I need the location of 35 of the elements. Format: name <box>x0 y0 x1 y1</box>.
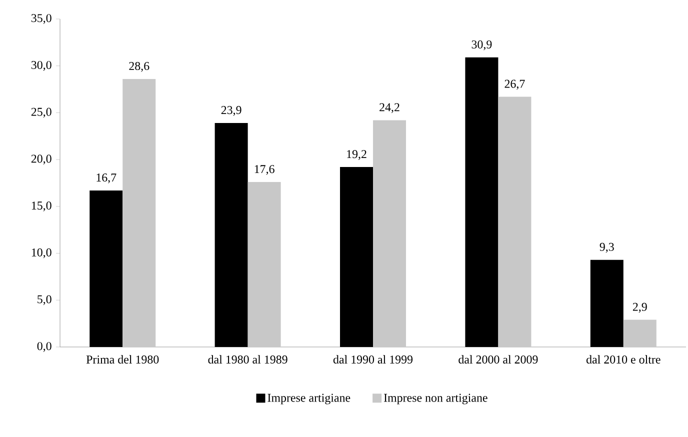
y-tick-label: 25,0 <box>31 108 52 118</box>
y-tick-label: 5,0 <box>38 295 52 306</box>
legend-label: Imprese non artigiane <box>384 394 488 404</box>
bar <box>248 182 281 347</box>
data-label: 26,7 <box>504 80 525 90</box>
data-label: 16,7 <box>96 174 116 184</box>
data-label: 23,9 <box>221 106 242 116</box>
y-tick-label: 35,0 <box>31 14 52 24</box>
y-tick-label: 30,0 <box>31 60 52 71</box>
y-tick-label: 20,0 <box>31 154 52 164</box>
bar <box>465 57 498 347</box>
bar <box>214 123 248 347</box>
x-tick-label: Prima del 1980 <box>86 355 159 364</box>
bar <box>498 96 532 347</box>
y-tick-label: 15,0 <box>32 202 52 212</box>
bar <box>122 78 156 347</box>
bar <box>373 120 406 347</box>
data-label: 17,6 <box>254 165 274 175</box>
y-tick-label: 0,0 <box>37 342 52 352</box>
data-label: 9,3 <box>600 242 614 253</box>
legend-label: Imprese artigiane <box>268 394 350 404</box>
data-label: 30,9 <box>472 40 492 50</box>
data-label: 24,2 <box>380 103 400 114</box>
bar <box>90 190 123 347</box>
data-label: 19,2 <box>347 150 366 160</box>
y-tick-label: 10,0 <box>32 248 52 258</box>
x-tick-label: dal 2000 al 2009 <box>458 355 538 364</box>
bar <box>340 167 374 347</box>
x-tick-label: dal 1980 al 1989 <box>208 355 288 364</box>
x-tick-label: dal 2010 e oltre <box>586 355 660 364</box>
bar <box>623 320 656 347</box>
x-tick-label: dal 1990 al 1999 <box>333 355 413 364</box>
data-label: 28,6 <box>129 62 150 72</box>
bar <box>590 260 624 347</box>
data-label: 2,9 <box>632 302 647 313</box>
